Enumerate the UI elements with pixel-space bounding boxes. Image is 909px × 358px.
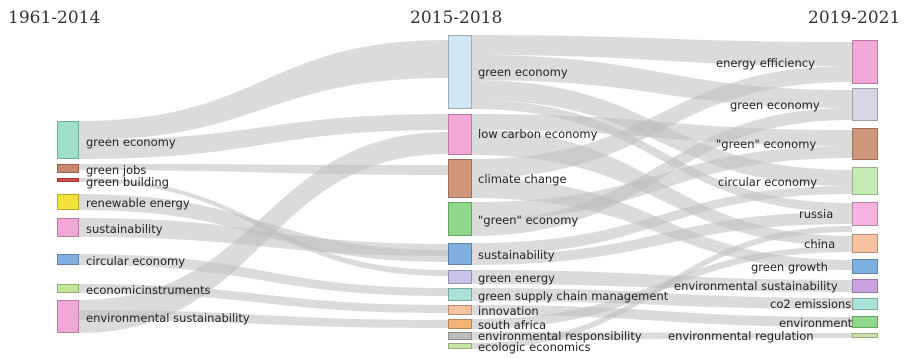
flow-ribbon [472, 226, 852, 349]
flow-ribbon [472, 146, 852, 220]
node-2015-ecologic-economics[interactable] [448, 343, 472, 349]
node-2019-green-economy[interactable] [852, 88, 878, 121]
node-2015-climate-change[interactable] [448, 159, 472, 198]
node-2019-environmental-sustainability[interactable] [852, 279, 878, 293]
node-2015-innovation[interactable] [448, 305, 472, 315]
node-1961-circular-economy[interactable] [57, 254, 79, 265]
flow-ribbon [472, 35, 852, 66]
label-1961-circular-economy: circular economy [86, 254, 185, 268]
label-2015-environmental-responsibility: environmental responsibility [478, 329, 642, 343]
label-2019-green-economy: green economy [730, 98, 820, 112]
label-2019-environmental-sustainability: environmental sustainability [674, 279, 838, 293]
node-1961-renewable-energy[interactable] [57, 194, 79, 210]
node-2019-russia[interactable] [852, 202, 878, 226]
node-2015-sustainability[interactable] [448, 243, 472, 265]
node-1961-green-jobs[interactable] [57, 164, 79, 173]
flow-ribbon [472, 270, 852, 292]
period-title-2019-2021: 2019-2021 [808, 8, 901, 28]
label-2015-low-carbon-economy: low carbon economy [478, 127, 598, 141]
label-2019-russia: russia [799, 207, 834, 221]
node-2015-green-economy[interactable] [448, 35, 472, 109]
label-1961-sustainability: sustainability [86, 222, 163, 236]
label-2015-climate-change: climate change [478, 172, 567, 186]
label-2019-circular-economy: circular economy [718, 175, 817, 189]
node-2015-low-carbon-economy[interactable] [448, 114, 472, 155]
label-1961-green-jobs: green jobs [86, 163, 147, 177]
node-1961-green-building[interactable] [57, 178, 79, 182]
node-2015-environmental-responsibility[interactable] [448, 332, 472, 340]
node-2019-green-growth[interactable] [852, 259, 878, 274]
node-2019-green-economy-quoted[interactable] [852, 128, 878, 160]
flow-ribbon [472, 305, 852, 327]
label-2015-ecologic-economics: ecologic economics [478, 340, 591, 354]
label-2015-green-energy: green energy [478, 271, 555, 285]
node-2019-china[interactable] [852, 234, 878, 253]
label-1961-green-building: green building [86, 175, 169, 189]
flow-ribbon [472, 212, 852, 265]
flow-ribbon [472, 66, 852, 178]
flow-ribbon [472, 108, 852, 236]
label-1961-economicinstruments: economicinstruments [86, 283, 211, 297]
label-2015-sustainability: sustainability [478, 248, 555, 262]
label-2019-environment: environment [779, 316, 853, 330]
node-1961-sustainability[interactable] [57, 218, 79, 237]
label-2019-co2-emissions: co2 emissions [770, 297, 852, 311]
flow-ribbon [79, 310, 448, 328]
label-2015-green-economy: green economy [478, 65, 568, 79]
node-1961-environmental-sustainability[interactable] [57, 300, 79, 333]
flow-ribbon [472, 288, 852, 309]
flow-ribbon [472, 100, 852, 212]
label-2015-south-africa: south africa [478, 318, 547, 332]
label-2015-innovation: innovation [478, 304, 539, 318]
node-2019-environment[interactable] [852, 316, 878, 328]
node-2019-environmental-regulation[interactable] [852, 333, 878, 338]
label-2019-china: china [804, 237, 836, 251]
node-2015-green-economy-quoted[interactable] [448, 202, 472, 236]
label-1961-environmental-sustainability: environmental sustainability [86, 311, 250, 325]
label-2019-green-economy-quoted: "green" economy [716, 137, 817, 151]
node-2015-south-africa[interactable] [448, 319, 472, 329]
label-1961-renewable-energy: renewable energy [86, 196, 190, 210]
node-1961-economicinstruments[interactable] [57, 284, 79, 293]
node-2015-green-supply-chain-management[interactable] [448, 288, 472, 301]
flow-ribbon [79, 40, 448, 140]
label-2015-green-supply-chain-management: green supply chain management [478, 289, 669, 303]
label-2019-environmental-regulation: environmental regulation [668, 329, 814, 343]
flow-ribbon [79, 114, 448, 159]
node-1961-green-economy[interactable] [57, 121, 79, 159]
label-2019-green-growth: green growth [751, 260, 828, 274]
flow-ribbon [79, 132, 448, 333]
period-title-2015-2018: 2015-2018 [410, 8, 503, 28]
period-title-1961-2014: 1961-2014 [8, 8, 101, 28]
node-2019-energy-efficiency[interactable] [852, 40, 878, 84]
node-2015-green-energy[interactable] [448, 270, 472, 284]
flow-ribbon [472, 186, 852, 255]
flow-ribbon [472, 55, 852, 108]
label-1961-green-economy: green economy [86, 135, 176, 149]
node-2019-co2-emissions[interactable] [852, 298, 878, 310]
node-2019-circular-economy[interactable] [852, 167, 878, 195]
label-2019-energy-efficiency: energy efficiency [716, 56, 815, 70]
flow-ribbon [79, 254, 448, 296]
label-2015-green-economy-quoted: "green" economy [478, 213, 579, 227]
